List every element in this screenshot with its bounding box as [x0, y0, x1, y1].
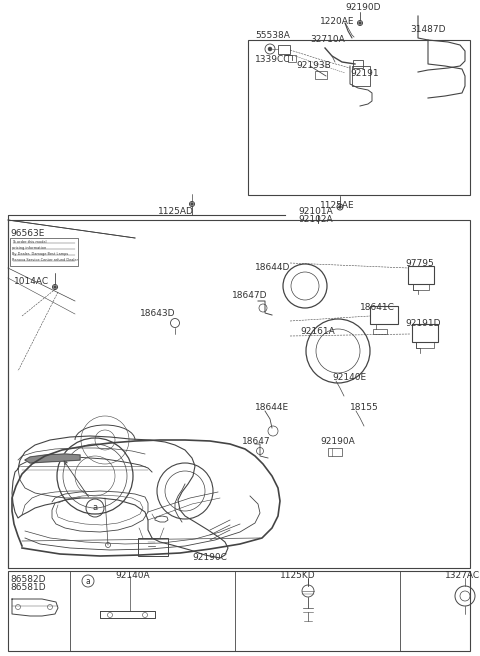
Bar — [248, 40, 470, 195]
Bar — [353, 60, 363, 68]
Text: 92193B: 92193B — [296, 62, 331, 70]
Text: 1125AD: 1125AD — [158, 207, 194, 216]
Bar — [352, 66, 370, 86]
Text: 92161A: 92161A — [300, 327, 335, 335]
Text: 92102A: 92102A — [298, 215, 333, 224]
Bar — [288, 55, 296, 62]
Text: 92190A: 92190A — [320, 436, 355, 445]
Text: 92190D: 92190D — [345, 3, 381, 12]
Text: 18643D: 18643D — [140, 308, 176, 318]
Bar — [10, 238, 78, 266]
Text: 18641C: 18641C — [360, 304, 395, 312]
Text: 18644D: 18644D — [255, 264, 290, 272]
Text: 1125AE: 1125AE — [320, 201, 355, 211]
Text: 1014AC: 1014AC — [14, 276, 49, 285]
Text: 92191D: 92191D — [405, 319, 441, 329]
Text: Renova Service Center refund Dealer: Renova Service Center refund Dealer — [12, 258, 78, 262]
Circle shape — [339, 206, 341, 208]
Text: 97795: 97795 — [405, 260, 434, 268]
Text: 32710A: 32710A — [310, 35, 345, 43]
Text: 86581D: 86581D — [10, 583, 46, 592]
Text: 1125KD: 1125KD — [280, 571, 316, 581]
Bar — [370, 306, 398, 324]
Text: 92190C: 92190C — [192, 554, 227, 562]
Circle shape — [54, 286, 56, 288]
Text: 96563E: 96563E — [10, 230, 44, 239]
Bar — [328, 448, 342, 456]
Circle shape — [268, 47, 272, 51]
Text: 1339CC: 1339CC — [255, 54, 290, 64]
Bar — [373, 329, 387, 334]
Text: a: a — [93, 504, 97, 512]
Circle shape — [359, 22, 361, 24]
Bar — [278, 45, 290, 54]
Text: 18647: 18647 — [242, 436, 271, 445]
Text: 18647D: 18647D — [232, 291, 267, 300]
Text: 92140A: 92140A — [115, 571, 150, 581]
Bar — [138, 538, 168, 556]
Text: 86582D: 86582D — [10, 575, 46, 583]
Text: To order this model: To order this model — [12, 240, 47, 244]
Bar — [416, 342, 434, 348]
Text: 92101A: 92101A — [298, 207, 333, 216]
Text: 1220AE: 1220AE — [320, 16, 355, 26]
Circle shape — [191, 203, 193, 205]
Bar — [408, 266, 434, 284]
Text: By Dealer, Damage Best Lamps: By Dealer, Damage Best Lamps — [12, 252, 68, 256]
Text: 1327AC: 1327AC — [445, 571, 480, 581]
Bar — [412, 324, 438, 342]
Text: 18155: 18155 — [350, 403, 379, 413]
Bar — [8, 571, 470, 651]
Bar — [8, 220, 470, 568]
Text: 31487D: 31487D — [410, 24, 445, 33]
Text: 92140E: 92140E — [332, 373, 366, 382]
Bar — [315, 71, 327, 79]
Text: 18644E: 18644E — [255, 403, 289, 413]
Text: pricing information: pricing information — [12, 246, 46, 250]
Text: 92191: 92191 — [350, 68, 379, 77]
Bar — [413, 284, 429, 290]
Text: a: a — [85, 577, 90, 586]
Text: 55538A: 55538A — [255, 31, 290, 41]
Polygon shape — [25, 454, 80, 463]
